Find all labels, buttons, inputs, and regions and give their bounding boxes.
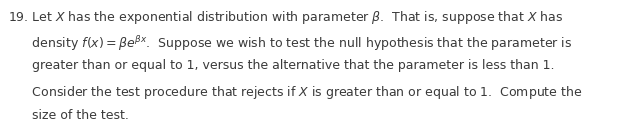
Text: Consider the test procedure that rejects if $X$ is greater than or equal to 1.  : Consider the test procedure that rejects… — [8, 84, 582, 101]
Text: 19. Let $X$ has the exponential distribution with parameter $\beta$.  That is, s: 19. Let $X$ has the exponential distribu… — [8, 9, 563, 26]
Text: density $f(x) = \beta e^{\beta x}$.  Suppose we wish to test the null hypothesis: density $f(x) = \beta e^{\beta x}$. Supp… — [8, 34, 572, 53]
Text: greater than or equal to 1, versus the alternative that the parameter is less th: greater than or equal to 1, versus the a… — [8, 59, 554, 72]
Text: size of the test.: size of the test. — [8, 109, 128, 122]
